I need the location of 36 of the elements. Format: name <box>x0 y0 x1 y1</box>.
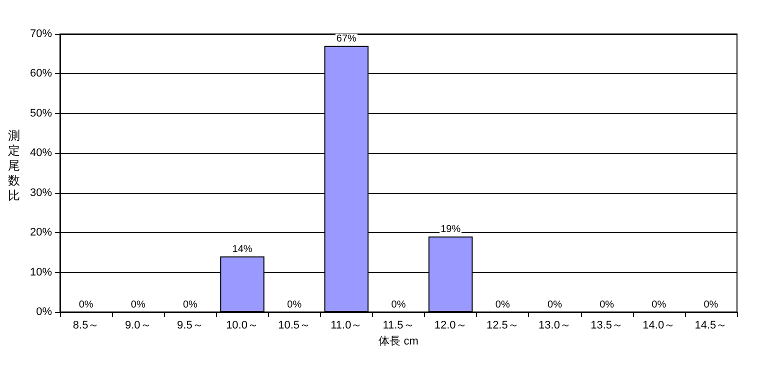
data-label: 14% <box>232 244 252 255</box>
data-label: 0% <box>652 300 666 310</box>
x-axis-title: 体長 cm <box>378 336 418 348</box>
x-tick-label: 11.0～ <box>330 320 362 332</box>
y-tick-label: 50% <box>30 107 52 120</box>
x-tick-label: 12.5～ <box>486 320 519 332</box>
y-tick-label: 20% <box>30 226 52 239</box>
x-tick-label: 13.0～ <box>538 320 571 332</box>
y-tick-label: 0% <box>36 306 52 318</box>
data-label: 0% <box>182 300 198 310</box>
y-tick-label: 60% <box>30 68 52 80</box>
data-label: 19% <box>440 224 461 236</box>
y-tick-label: 30% <box>30 186 52 199</box>
x-tick-label: 14.0～ <box>642 320 676 332</box>
x-tick-label: 10.0～ <box>226 320 258 332</box>
x-tick-label: 13.5～ <box>590 320 624 332</box>
y-tick-label: 40% <box>30 147 52 160</box>
data-label: 0% <box>78 300 94 310</box>
x-tick-label: 9.0～ <box>124 320 152 332</box>
x-tick-label: 10.5～ <box>278 320 311 332</box>
x-tick-label: 14.5～ <box>694 320 728 332</box>
data-label: 0% <box>548 300 562 310</box>
data-label: 0% <box>391 300 406 310</box>
y-axis-title: 測定尾数比 <box>8 128 20 202</box>
data-label: 0% <box>130 300 146 310</box>
data-label: 67% <box>336 33 357 44</box>
data-label: 0% <box>287 300 302 310</box>
x-tick-label: 12.0～ <box>434 320 467 332</box>
data-label: 0% <box>600 300 614 310</box>
y-tick-label: 70% <box>30 28 52 40</box>
x-tick-label: 8.5～ <box>72 320 100 332</box>
x-tick-label: 9.5～ <box>177 320 204 332</box>
data-label: 0% <box>495 300 510 310</box>
x-tick-label: 11.5～ <box>382 320 414 332</box>
data-label: 0% <box>704 300 718 310</box>
y-tick-label: 10% <box>30 266 52 278</box>
